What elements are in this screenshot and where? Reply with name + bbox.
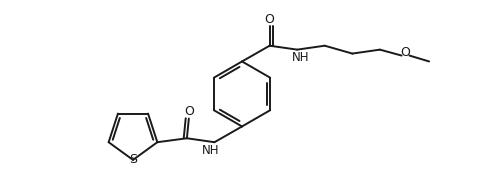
Text: O: O xyxy=(401,46,410,59)
Text: NH: NH xyxy=(292,51,310,64)
Text: NH: NH xyxy=(202,144,219,157)
Text: S: S xyxy=(129,153,137,166)
Text: O: O xyxy=(184,105,194,118)
Text: O: O xyxy=(264,13,275,26)
